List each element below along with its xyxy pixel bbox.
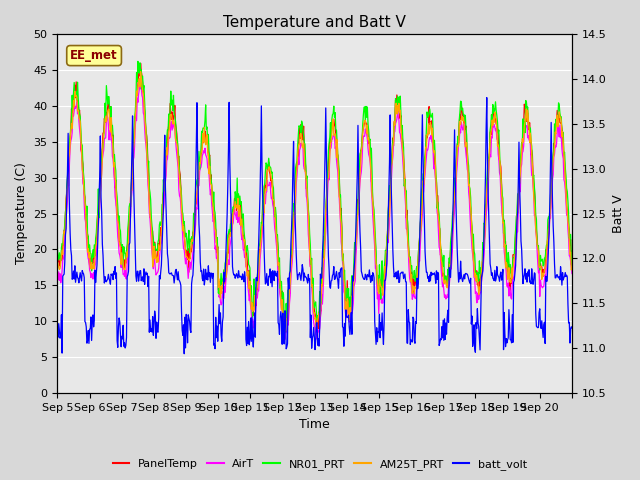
Y-axis label: Temperature (C): Temperature (C) <box>15 163 28 264</box>
Legend: PanelTemp, AirT, NR01_PRT, AM25T_PRT, batt_volt: PanelTemp, AirT, NR01_PRT, AM25T_PRT, ba… <box>108 455 532 474</box>
Text: EE_met: EE_met <box>70 49 118 62</box>
X-axis label: Time: Time <box>300 419 330 432</box>
Y-axis label: Batt V: Batt V <box>612 194 625 233</box>
Title: Temperature and Batt V: Temperature and Batt V <box>223 15 406 30</box>
